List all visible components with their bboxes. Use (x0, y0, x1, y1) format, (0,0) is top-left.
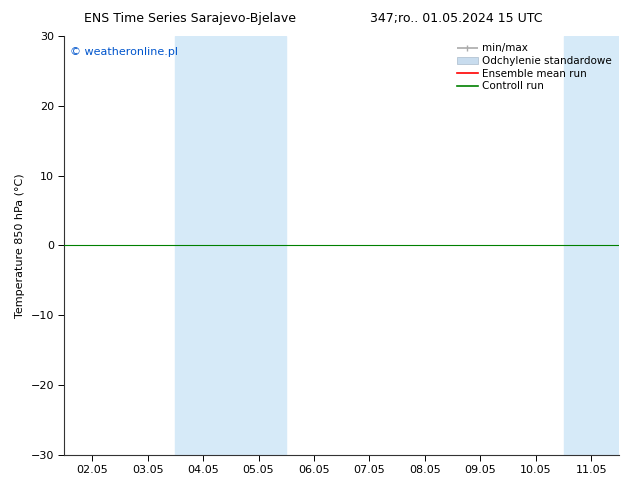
Text: © weatheronline.pl: © weatheronline.pl (70, 47, 178, 57)
Bar (564, 36, 619, 455)
Bar (176, 36, 287, 455)
Text: 347;ro.. 01.05.2024 15 UTC: 347;ro.. 01.05.2024 15 UTC (370, 12, 543, 25)
Text: ENS Time Series Sarajevo-Bjelave: ENS Time Series Sarajevo-Bjelave (84, 12, 296, 25)
Y-axis label: Temperature 850 hPa (°C): Temperature 850 hPa (°C) (15, 173, 25, 318)
Legend: min/max, Odchylenie standardowe, Ensemble mean run, Controll run: min/max, Odchylenie standardowe, Ensembl… (453, 39, 616, 96)
